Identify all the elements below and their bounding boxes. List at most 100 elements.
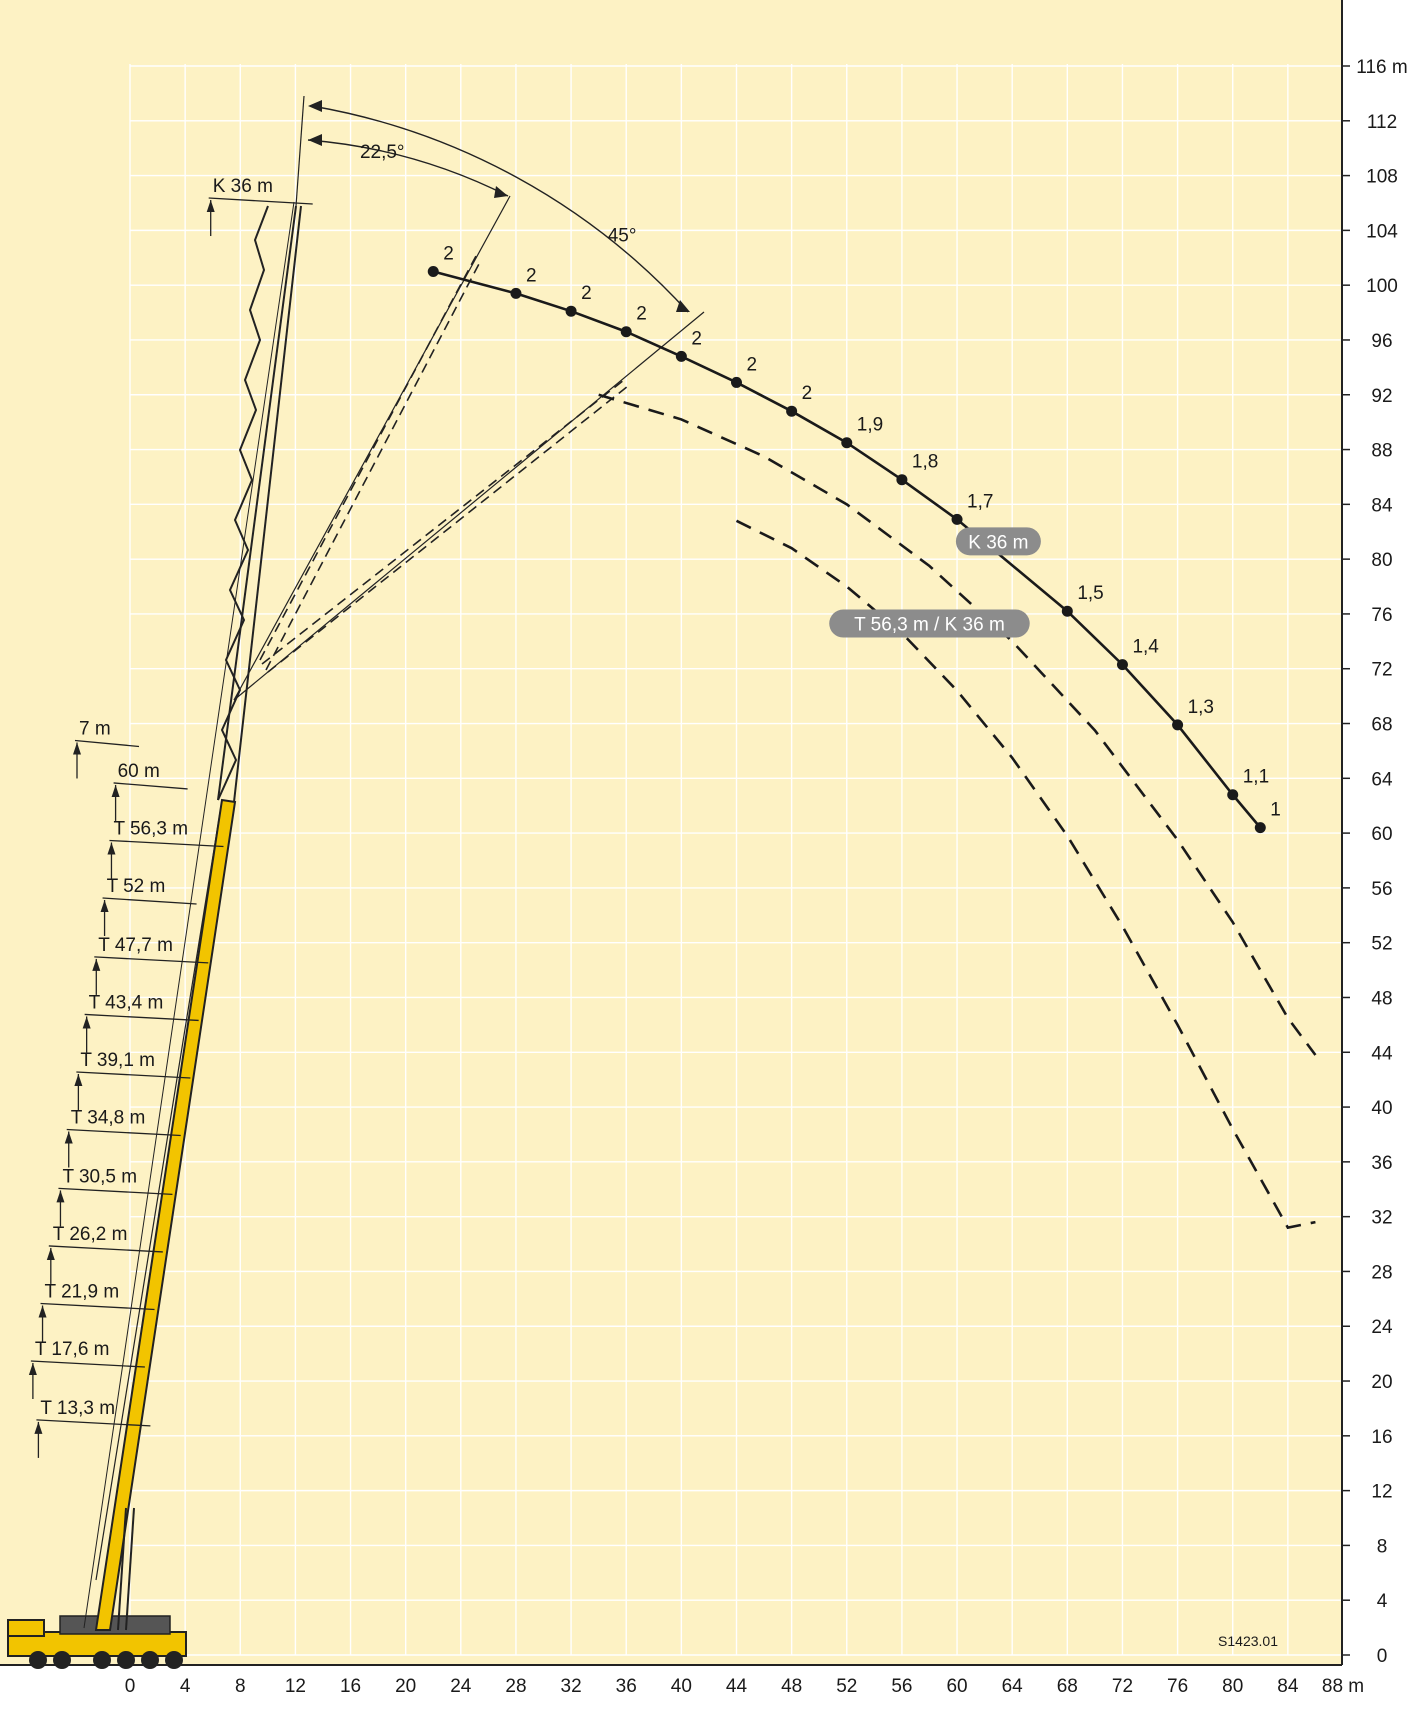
- x-tick-label: 24: [450, 1676, 472, 1697]
- boom-section-line: [40, 1302, 155, 1311]
- data-point: [731, 376, 742, 388]
- x-tick-label: 0: [125, 1676, 136, 1697]
- data-point: [1061, 605, 1073, 617]
- boom-section-label: T 43,4 m: [89, 992, 164, 1013]
- angle-arc-45: [311, 105, 689, 313]
- x-tick-label: 36: [616, 1676, 637, 1697]
- boom-section-line: [208, 197, 313, 205]
- figure-code-label: S1423.01: [1218, 1633, 1278, 1649]
- angle-arc-22-5: [307, 139, 509, 197]
- boom-section-line: [109, 839, 224, 848]
- boom-section-line: [94, 956, 209, 964]
- y-tick-label: 112: [1367, 112, 1397, 133]
- y-tick-label: 84: [1371, 495, 1393, 516]
- boom-section-labels: T 13,3 m T 17,6 m T 21,9 m T 26,2 m T 30,5 m…: [28, 176, 313, 1458]
- data-point-label: 1,1: [1243, 767, 1269, 788]
- crane-illustration: [7, 95, 705, 1669]
- boom-section-line: [74, 739, 140, 748]
- x-tick-label: 8: [235, 1676, 246, 1697]
- boom-section-line: [48, 1245, 163, 1253]
- data-point-label: 1,5: [1077, 583, 1103, 604]
- x-tick-label: 88 m: [1322, 1676, 1364, 1697]
- arrow-up-icon: [46, 1247, 55, 1260]
- x-tick-label: 72: [1112, 1676, 1133, 1697]
- data-point-label: 1,3: [1188, 697, 1214, 718]
- x-tick-label: 28: [505, 1676, 526, 1697]
- boom-section-label: T 13,3 m: [40, 1398, 115, 1419]
- boom-section-label: T 21,9 m: [45, 1281, 120, 1302]
- boom-section-line: [102, 897, 197, 905]
- boom-section-label: T 39,1 m: [80, 1050, 155, 1071]
- arrow-up-icon: [56, 1190, 65, 1203]
- boom-section-label: T 56,3 m: [113, 818, 188, 839]
- data-point: [1116, 659, 1128, 671]
- arrow-up-icon: [100, 900, 109, 913]
- angle-label: 45°: [608, 225, 637, 246]
- data-point: [1254, 822, 1266, 834]
- x-axis-ticks: 0 4 8 12 16 20 24 28 32 36 40 44 48 52 56 60 64 68 72 76 80 8…: [125, 1676, 1364, 1697]
- boom-section-label: 7 m: [79, 718, 111, 739]
- y-tick-label: 80: [1371, 550, 1392, 571]
- x-tick-label: 32: [561, 1676, 582, 1697]
- arrow-up-icon: [82, 1016, 91, 1029]
- y-tick-label: 108: [1366, 167, 1398, 188]
- y-tick-label: 60: [1371, 824, 1392, 845]
- series-line-2: [735, 519, 1316, 1230]
- arrow-up-icon: [38, 1305, 47, 1318]
- y-tick-label: 104: [1366, 221, 1398, 242]
- y-tick-label: 40: [1371, 1098, 1392, 1119]
- y-tick-label: 48: [1371, 988, 1392, 1009]
- boom-section-label: T 30,5 m: [62, 1166, 137, 1187]
- y-tick-label: 8: [1377, 1536, 1388, 1557]
- arrow-up-icon: [34, 1421, 43, 1434]
- data-point: [896, 474, 908, 486]
- y-tick-label: 0: [1377, 1646, 1388, 1667]
- data-point-label: 1,9: [857, 415, 883, 436]
- data-point-label: 2: [691, 328, 702, 349]
- series-label-pill: [955, 527, 1041, 556]
- y-tick-label: 96: [1371, 331, 1392, 352]
- x-tick-label: 60: [946, 1676, 967, 1697]
- x-tick-label: 40: [671, 1676, 692, 1697]
- x-tick-label: 12: [285, 1676, 306, 1697]
- y-tick-label: 36: [1371, 1153, 1392, 1174]
- data-point-label: 2: [747, 354, 758, 375]
- data-point: [675, 350, 687, 362]
- boom-section-line: [36, 1419, 151, 1427]
- boom-section-label: 60 m: [118, 761, 160, 782]
- x-tick-label: 64: [1002, 1676, 1024, 1697]
- data-point-label: 1,7: [967, 491, 993, 512]
- y-axis-ticks: 0481216202428323640444852566064687276808…: [1342, 57, 1408, 1667]
- angle-label: 22,5°: [360, 142, 405, 163]
- boom-section-label: K 36 m: [213, 176, 273, 197]
- data-point-label: 1,8: [912, 452, 938, 473]
- data-point: [620, 326, 632, 338]
- boom-section-label: T 52 m: [107, 876, 166, 897]
- grid-lines: [129, 64, 1344, 1656]
- data-point-label: 1: [1270, 800, 1281, 821]
- y-tick-label: 100: [1366, 276, 1398, 297]
- boom-section-line: [30, 1360, 145, 1368]
- lattice-jib: [83, 201, 302, 1629]
- boom-section-line: [58, 1187, 173, 1196]
- boom-section-line: [113, 782, 188, 790]
- data-point: [951, 513, 963, 525]
- y-tick-label: 64: [1371, 769, 1393, 790]
- arrow-up-icon: [28, 1363, 37, 1376]
- arrow-up-icon: [92, 958, 101, 971]
- x-tick-label: 56: [891, 1676, 912, 1697]
- x-tick-label: 16: [340, 1676, 361, 1697]
- data-point: [427, 265, 439, 277]
- series-label-pill: [829, 609, 1030, 638]
- x-tick-label: 68: [1057, 1676, 1078, 1697]
- y-tick-label: 16: [1371, 1427, 1392, 1448]
- data-point-label: 2: [802, 383, 813, 404]
- boom-section-label: T 17,6 m: [35, 1339, 110, 1360]
- arrow-up-icon: [72, 742, 81, 755]
- y-tick-label: 116 m: [1356, 57, 1407, 78]
- x-tick-label: 52: [836, 1676, 857, 1697]
- data-point: [1227, 789, 1239, 801]
- x-tick-label: 80: [1222, 1676, 1243, 1697]
- series-label-text: K 36 m: [968, 532, 1028, 553]
